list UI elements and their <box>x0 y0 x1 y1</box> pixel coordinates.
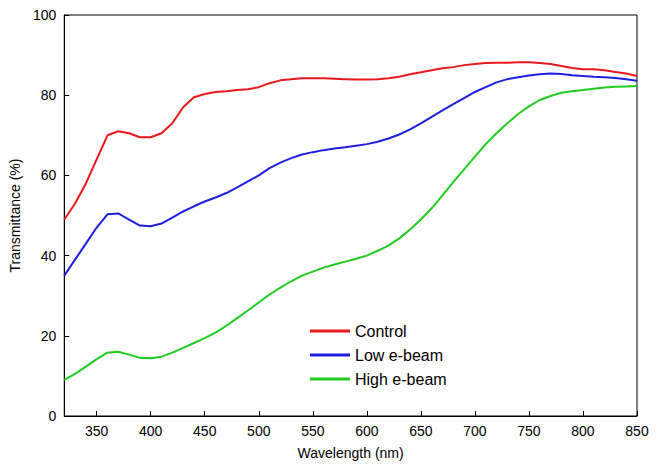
svg-text:40: 40 <box>41 248 57 264</box>
svg-text:60: 60 <box>41 167 57 183</box>
svg-text:Transmittance (%): Transmittance (%) <box>7 159 23 273</box>
svg-text:0: 0 <box>48 408 56 424</box>
svg-text:850: 850 <box>625 423 649 439</box>
svg-text:550: 550 <box>301 423 325 439</box>
svg-text:500: 500 <box>247 423 271 439</box>
svg-text:750: 750 <box>517 423 541 439</box>
svg-text:600: 600 <box>355 423 379 439</box>
svg-text:Low e-beam: Low e-beam <box>355 347 443 364</box>
svg-text:80: 80 <box>41 87 57 103</box>
svg-text:20: 20 <box>41 328 57 344</box>
svg-text:High e-beam: High e-beam <box>355 371 447 388</box>
svg-text:650: 650 <box>409 423 433 439</box>
svg-text:700: 700 <box>463 423 487 439</box>
svg-text:800: 800 <box>571 423 595 439</box>
svg-text:350: 350 <box>85 423 109 439</box>
svg-text:Control: Control <box>355 323 407 340</box>
svg-text:450: 450 <box>193 423 217 439</box>
svg-text:400: 400 <box>139 423 163 439</box>
svg-text:100: 100 <box>33 7 57 23</box>
svg-text:Wavelength (nm): Wavelength (nm) <box>298 445 404 461</box>
